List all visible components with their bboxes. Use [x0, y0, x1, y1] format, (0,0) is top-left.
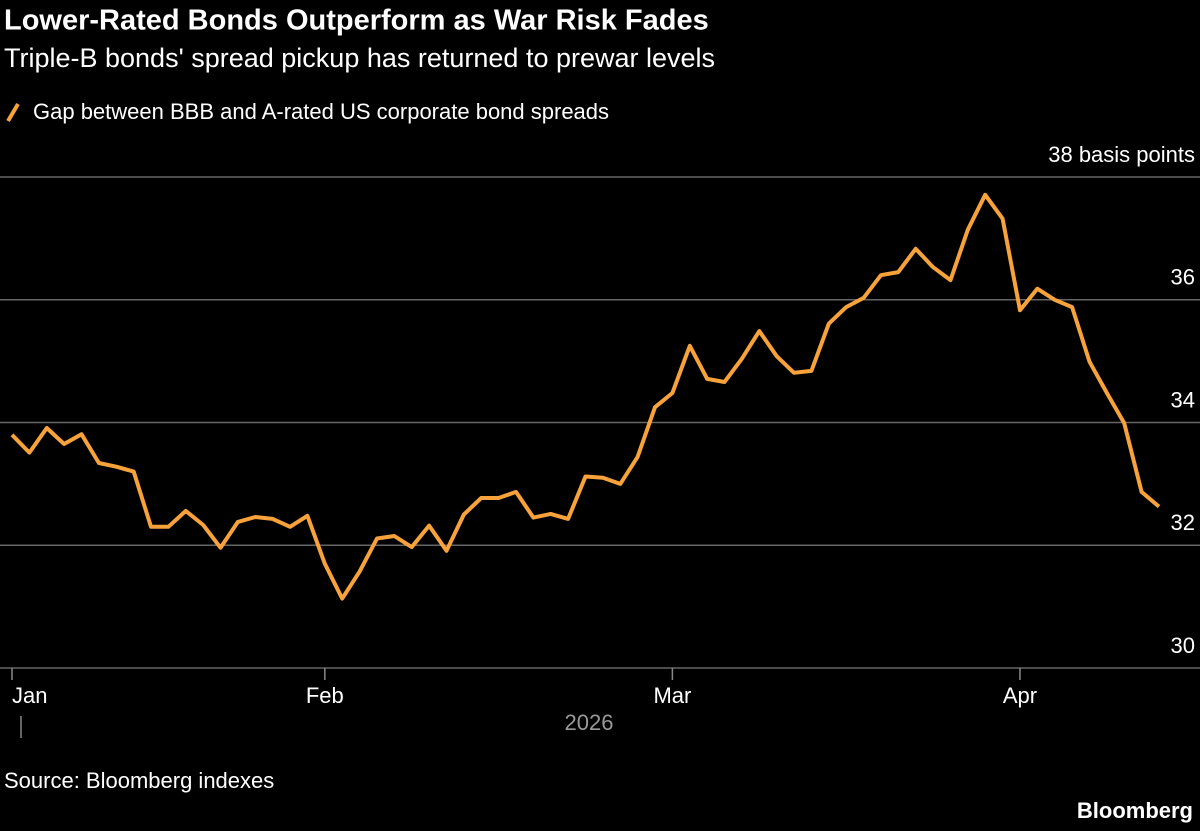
- x-axis-label: 2026: [565, 710, 614, 735]
- chart-subtitle: Triple-B bonds' spread pickup has return…: [4, 43, 715, 73]
- x-tick-label: Feb: [306, 683, 344, 708]
- y-tick-label: 36: [1171, 265, 1195, 290]
- chart-title: Lower-Rated Bonds Outperform as War Risk…: [4, 5, 709, 37]
- legend-label: Gap between BBB and A-rated US corporate…: [33, 99, 609, 124]
- brand: Bloomberg: [1077, 798, 1193, 823]
- legend-swatch: [6, 102, 20, 123]
- y-tick-label: 30: [1171, 633, 1195, 658]
- x-tick-label: Jan: [12, 683, 47, 708]
- x-tick-label: Apr: [1003, 683, 1037, 708]
- x-tick-label: Mar: [653, 683, 691, 708]
- source: Source: Bloomberg indexes: [4, 768, 274, 793]
- y-tick-label: 34: [1171, 387, 1195, 412]
- y-tick-label: 38 basis points: [1048, 142, 1195, 167]
- line-series: [10, 192, 1161, 601]
- y-tick-label: 32: [1171, 510, 1195, 535]
